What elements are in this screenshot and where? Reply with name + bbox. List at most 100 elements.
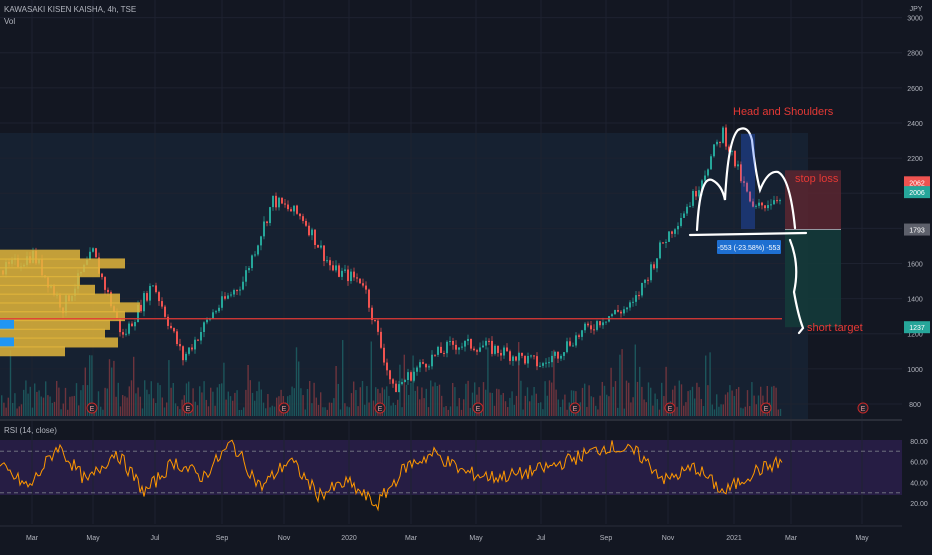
volume-bar	[608, 396, 610, 416]
candle	[653, 264, 655, 269]
earnings-marker	[86, 402, 98, 414]
volume-bar	[383, 389, 386, 416]
volume-bar	[302, 395, 304, 416]
candle	[194, 339, 196, 350]
candle	[365, 285, 367, 290]
rsi-tick: 20.00	[910, 501, 928, 508]
volume-bar	[502, 393, 504, 416]
earnings-marker-label: E	[282, 406, 287, 413]
volume-bar	[381, 387, 383, 416]
volume-bar	[408, 394, 410, 416]
candle	[392, 379, 394, 384]
volume-bar	[280, 389, 282, 416]
volume-bar	[262, 402, 265, 416]
candle	[314, 229, 316, 245]
volume-bar	[553, 349, 555, 416]
volume-bar	[102, 409, 104, 416]
volume-bar	[632, 397, 634, 416]
time-tick: May	[469, 535, 483, 542]
candle	[602, 322, 604, 326]
volume-bar	[705, 355, 707, 416]
candle	[569, 341, 571, 346]
volume-bar	[170, 387, 172, 416]
candle	[188, 347, 190, 354]
volume-bar	[166, 402, 168, 416]
volume-profile-bar	[0, 276, 80, 287]
candle	[302, 216, 304, 221]
volume-bar	[311, 403, 313, 416]
volume-bar	[760, 386, 762, 416]
candle	[770, 204, 772, 206]
volume-bar	[45, 381, 47, 416]
volume-bar	[265, 408, 267, 416]
volume-bar	[427, 407, 430, 416]
candle	[455, 344, 457, 350]
candle	[707, 169, 709, 176]
time-tick: Nov	[278, 535, 291, 542]
volume-profile-bar	[0, 293, 120, 304]
candle	[164, 306, 166, 317]
candle	[449, 340, 451, 342]
candle	[590, 325, 592, 330]
volume-bar	[53, 401, 56, 416]
volume-bar	[14, 393, 16, 416]
candle	[752, 201, 754, 207]
candle	[488, 340, 490, 342]
measure-label-box	[717, 240, 781, 254]
volume-bar	[727, 392, 729, 416]
candle	[131, 323, 133, 327]
measure-label: -553 (-23.58%) -553	[718, 245, 781, 252]
candle	[662, 242, 664, 244]
candle	[587, 323, 589, 326]
volume-bar	[584, 383, 586, 416]
volume-bar	[289, 395, 291, 416]
candle	[584, 323, 586, 331]
volume-bar	[390, 405, 392, 416]
candle	[491, 340, 493, 354]
volume-bar	[496, 388, 498, 416]
volume-bar	[755, 404, 757, 416]
candle	[659, 242, 661, 259]
volume-bar	[720, 404, 722, 416]
volume-bar	[566, 409, 568, 416]
volume-bar	[685, 402, 687, 416]
volume-bar	[161, 397, 163, 416]
volume-bar	[438, 384, 441, 416]
time-tick: 2020	[341, 535, 357, 542]
volume-bar	[181, 399, 183, 416]
candle	[173, 328, 175, 332]
candle	[581, 330, 583, 337]
candle	[701, 180, 703, 191]
candle	[497, 345, 499, 353]
volume-bar	[564, 394, 566, 416]
candle	[680, 217, 682, 226]
volume-bar	[91, 355, 93, 416]
volume-bar	[146, 389, 148, 416]
volume-bar	[108, 359, 111, 416]
volume-bar	[203, 381, 205, 416]
candle	[605, 321, 607, 323]
volume-bar	[414, 390, 416, 416]
candle	[725, 127, 727, 147]
volume-bar	[707, 385, 709, 416]
volume-bar	[392, 402, 394, 416]
time-tick: Sep	[600, 535, 613, 542]
volume-bar	[141, 408, 144, 416]
volume-bar	[188, 381, 190, 416]
candle	[344, 269, 346, 271]
volume-bar	[773, 385, 775, 416]
candle	[383, 347, 385, 363]
volume-bar	[27, 393, 29, 416]
candle	[473, 348, 475, 351]
earnings-marker-label: E	[186, 406, 191, 413]
volume-bar	[232, 400, 234, 416]
volume-bar	[441, 395, 443, 416]
candle	[143, 293, 145, 312]
volume-bar	[177, 406, 179, 416]
price-tick: 3000	[907, 16, 923, 23]
volume-bar	[67, 409, 69, 416]
candle	[101, 273, 103, 278]
volume-bar	[711, 404, 713, 416]
